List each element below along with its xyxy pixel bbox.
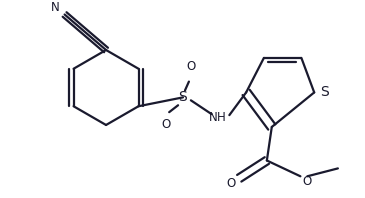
Text: N: N [51,1,60,14]
Text: H: H [217,111,226,124]
Text: O: O [303,175,312,188]
Text: O: O [186,60,196,73]
Text: O: O [227,177,236,190]
Text: N: N [209,111,218,124]
Text: S: S [320,85,328,99]
Text: O: O [162,118,171,131]
Text: S: S [178,90,187,104]
